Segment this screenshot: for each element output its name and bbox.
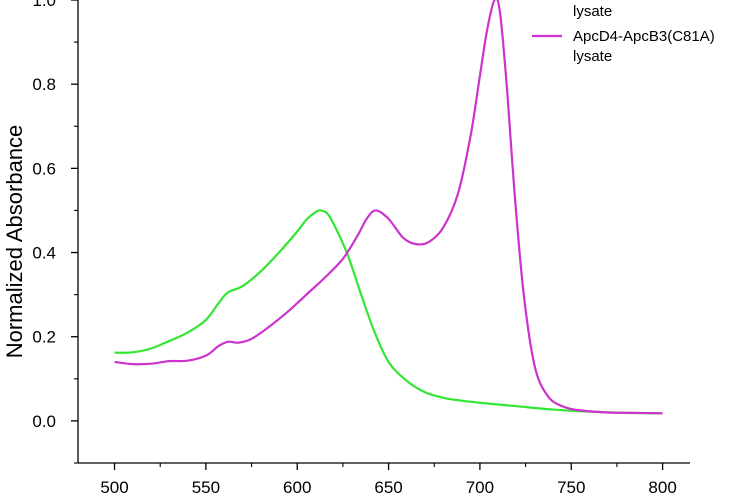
x-tick-label: 500	[100, 478, 128, 497]
y-tick-label: 0.2	[32, 328, 56, 347]
y-axis-title: Normalized Absorbance	[2, 125, 27, 359]
x-tick-label: 650	[374, 478, 402, 497]
y-tick-label: 1.0	[32, 0, 56, 10]
x-tick-label: 800	[648, 478, 676, 497]
y-tick-label: 0.8	[32, 75, 56, 94]
legend-entry-1-text: lysate	[573, 3, 612, 20]
y-tick-label: 0.4	[32, 244, 56, 263]
series-layer	[114, 0, 663, 415]
x-tick-label: 750	[557, 478, 585, 497]
y-tick-label: 0.0	[32, 412, 56, 431]
series-2-line	[114, 0, 663, 415]
x-tick-label: 550	[192, 478, 220, 497]
legend-entry-2-text: ApcD4-ApcB3(C81A)	[573, 28, 715, 45]
x-tick-label: 700	[466, 478, 494, 497]
legend-entry-2-text-line2: lysate	[573, 48, 612, 65]
legend: lysate ApcD4-ApcB3(C81A) lysate	[532, 3, 715, 65]
x-tick-label: 600	[283, 478, 311, 497]
y-tick-label: 0.6	[32, 159, 56, 178]
y-axis: 0.0 0.2 0.4 0.6 0.8 1.0	[32, 0, 79, 464]
series-1-line	[114, 209, 663, 415]
x-axis: 500 550 600 650 700 750 800	[78, 462, 690, 497]
